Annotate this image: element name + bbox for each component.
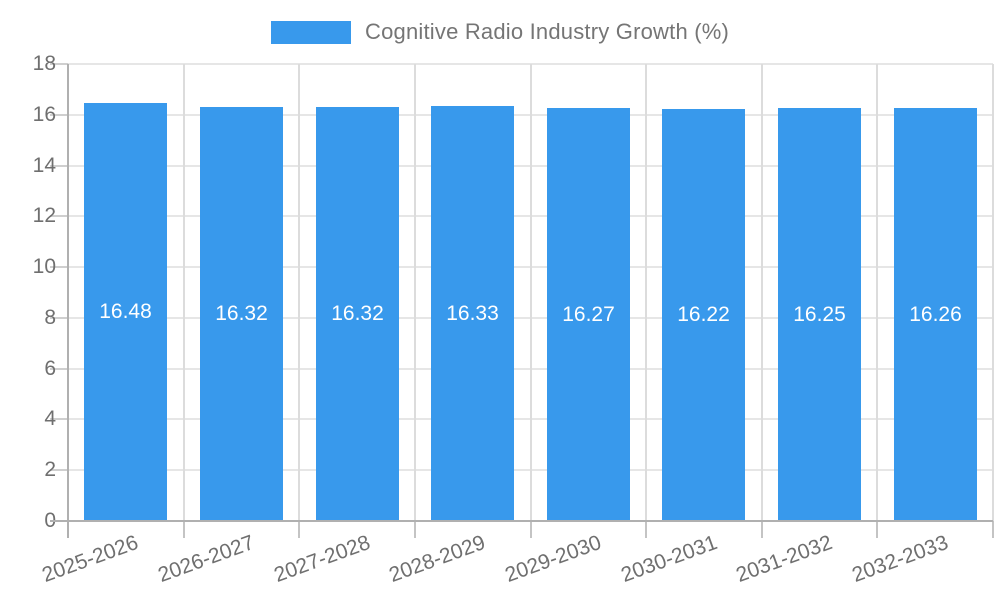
- x-axis-label: 2030-2031: [617, 531, 720, 587]
- x-gridline: [414, 64, 416, 521]
- legend-swatch: [270, 20, 351, 44]
- bar-value-label: 16.22: [677, 303, 730, 326]
- y-axis-label: 16: [32, 102, 56, 126]
- y-axis-tick: [50, 113, 68, 116]
- x-gridline: [298, 64, 300, 521]
- y-axis-tick: [50, 367, 68, 370]
- y-axis-tick: [50, 469, 68, 472]
- x-gridline: [645, 64, 647, 521]
- x-axis-tick: [645, 521, 647, 538]
- bar-value-label: 16.25: [793, 302, 846, 326]
- bar: 16.33: [431, 106, 514, 521]
- bar: 16.26: [894, 108, 977, 521]
- y-axis-line: [67, 64, 69, 538]
- y-axis-label: 2: [44, 458, 56, 482]
- bar-value-label: 16.48: [99, 300, 152, 323]
- x-axis-tick: [761, 521, 763, 538]
- y-axis-tick: [50, 63, 68, 65]
- y-axis-tick: [50, 316, 68, 319]
- x-axis-tick: [298, 521, 300, 538]
- bar: 16.22: [662, 109, 745, 521]
- bar-value-label: 16.32: [331, 302, 384, 325]
- y-axis-label: 6: [44, 356, 56, 380]
- x-axis-label: 2032-2033: [848, 531, 952, 587]
- y-axis-label: 8: [44, 305, 56, 329]
- x-axis-tick: [183, 521, 185, 538]
- x-gridline: [761, 64, 763, 521]
- y-axis-label: 14: [32, 153, 56, 177]
- x-gridline: [183, 64, 185, 521]
- y-axis-tick: [50, 266, 68, 269]
- y-axis-label: 18: [32, 52, 56, 75]
- y-axis-tick: [50, 215, 68, 218]
- bar: 16.32: [316, 107, 399, 521]
- bar: 16.25: [778, 108, 861, 521]
- y-axis-label: 0: [0, 508, 56, 534]
- x-gridline: [876, 64, 878, 521]
- x-axis-label: 2028-2029: [386, 531, 489, 587]
- bar-value-label: 16.33: [446, 301, 499, 325]
- bar: 16.32: [200, 107, 283, 521]
- bar: 16.27: [547, 108, 630, 521]
- bar-value-label: 16.26: [909, 302, 962, 326]
- plot-area: 02468101214161816.4816.3216.3216.3316.27…: [33, 52, 994, 587]
- x-axis-baseline: [50, 520, 993, 522]
- x-axis-label: 2025-2026: [39, 531, 142, 587]
- x-axis-label: 2031-2032: [733, 531, 836, 587]
- x-axis-tick: [414, 521, 416, 538]
- x-axis-label: 2029-2030: [501, 531, 605, 587]
- y-axis-label: 10: [32, 255, 56, 279]
- bar-value-label: 16.32: [215, 302, 268, 325]
- bar: 16.48: [84, 103, 167, 521]
- x-gridline: [992, 64, 994, 521]
- y-axis-label: 4: [44, 407, 56, 431]
- x-axis-tick: [992, 521, 994, 538]
- x-gridline: [530, 64, 532, 521]
- y-axis-tick: [50, 418, 68, 421]
- y-axis-tick: [50, 164, 68, 167]
- y-axis-label: 12: [32, 204, 56, 228]
- x-axis-label: 2027-2028: [270, 531, 373, 587]
- x-axis-label: 2026-2027: [155, 531, 258, 587]
- x-axis-tick: [530, 521, 532, 538]
- chart-legend: Cognitive Radio Industry Growth (%): [0, 19, 1000, 45]
- x-axis-tick: [876, 521, 878, 538]
- bar-value-label: 16.27: [562, 302, 615, 326]
- legend-label: Cognitive Radio Industry Growth (%): [364, 19, 730, 44]
